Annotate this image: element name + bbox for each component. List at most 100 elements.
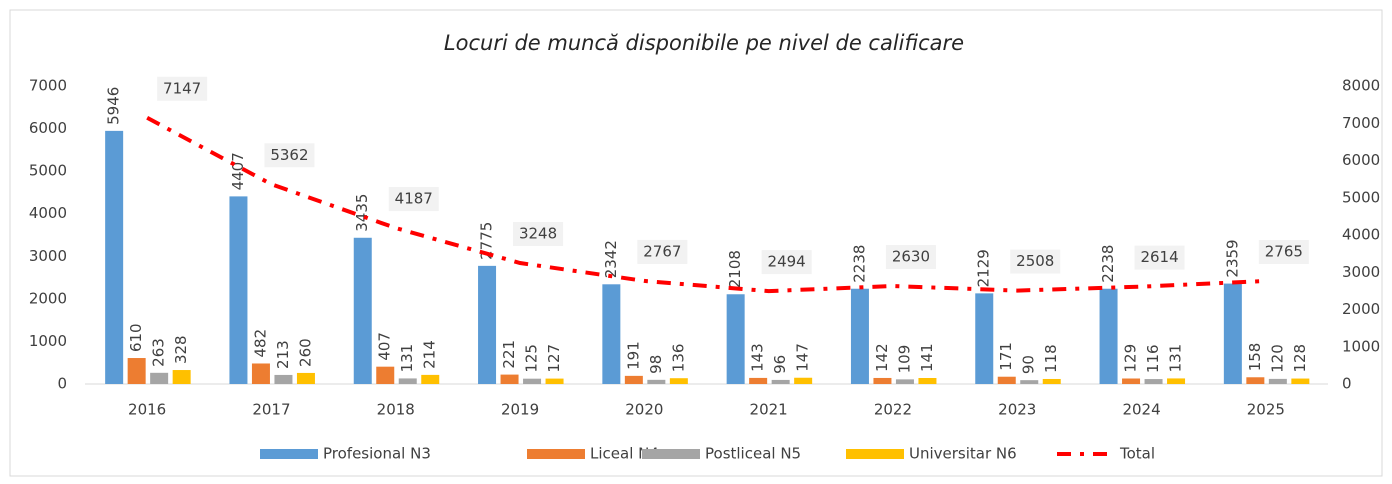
data-label: 263 [150, 338, 168, 367]
bar [105, 130, 124, 384]
data-label: 2108 [726, 250, 744, 288]
bar [850, 288, 869, 384]
bar [895, 379, 914, 384]
data-label: 2359 [1223, 239, 1241, 277]
y-tick-label: 3000 [29, 247, 67, 265]
bar [127, 358, 146, 384]
data-label: 125 [523, 344, 541, 373]
data-label: 2767 [643, 242, 681, 260]
data-label: 2630 [892, 248, 930, 266]
chart-border [9, 9, 1383, 477]
bar [1099, 288, 1118, 384]
data-label: 328 [172, 335, 190, 364]
data-label: 129 [1122, 344, 1140, 373]
bar [523, 378, 542, 384]
data-label: 131 [398, 344, 416, 373]
data-label: 2508 [1016, 252, 1054, 270]
data-label: 171 [997, 342, 1015, 371]
x-tick-label: 2017 [252, 401, 290, 419]
bar [229, 196, 248, 384]
data-label: 147 [794, 343, 812, 372]
data-label: 116 [1144, 344, 1162, 373]
data-label-box [1010, 249, 1061, 274]
data-label: 191 [624, 341, 642, 370]
data-label: 214 [421, 340, 439, 369]
bar [1122, 378, 1141, 384]
x-tick-label: 2021 [750, 401, 788, 419]
bar [1268, 378, 1287, 384]
data-label: 141 [918, 343, 936, 372]
data-label: 142 [873, 343, 891, 372]
legend-label: Profesional N3 [323, 445, 431, 463]
data-label: 3248 [519, 225, 557, 243]
data-label: 96 [771, 355, 789, 374]
legend-label: Universitar N6 [909, 445, 1017, 463]
bar [421, 374, 440, 384]
data-label-box [264, 143, 315, 168]
bar [997, 376, 1016, 384]
y2-tick-label: 3000 [1342, 263, 1380, 281]
bar [296, 372, 315, 384]
bar [398, 378, 417, 384]
data-label: 90 [1020, 355, 1038, 374]
bar [624, 375, 643, 384]
bar [873, 377, 892, 384]
data-label: 213 [274, 340, 292, 369]
y2-tick-label: 5000 [1342, 188, 1380, 206]
bar [150, 372, 169, 384]
bar [353, 237, 372, 384]
y-tick-label: 1000 [29, 332, 67, 350]
bar [1246, 377, 1265, 384]
legend-swatch [846, 449, 904, 459]
data-label: 2494 [768, 253, 806, 271]
bar [1223, 283, 1242, 384]
bar [1144, 379, 1163, 384]
bar [794, 377, 813, 384]
x-tick-label: 2016 [128, 401, 166, 419]
data-label: 2342 [602, 240, 620, 278]
data-label: 128 [1291, 344, 1309, 373]
y2-tick-label: 2000 [1342, 300, 1380, 318]
bar [1291, 378, 1310, 384]
bar [251, 363, 270, 384]
legend-swatch [642, 449, 700, 459]
chart-title: Locuri de muncă disponibile pe nivel de … [444, 31, 964, 55]
data-label: 120 [1268, 344, 1286, 373]
y-tick-label: 0 [57, 375, 67, 393]
x-tick-label: 2023 [998, 401, 1036, 419]
data-label: 2614 [1140, 248, 1178, 266]
data-label: 118 [1042, 344, 1060, 373]
y2-tick-label: 1000 [1342, 337, 1380, 355]
legend-label: Liceal N4 [590, 445, 659, 463]
bar [975, 293, 994, 384]
data-label-box [761, 250, 812, 275]
data-label: 127 [545, 344, 563, 373]
bar [771, 379, 790, 384]
bar [500, 374, 519, 384]
data-label-box [1258, 240, 1309, 265]
bar [647, 379, 666, 384]
legend-label: Postliceal N5 [705, 445, 801, 463]
bar [749, 377, 768, 384]
total-line [146, 116, 1266, 294]
legend-swatch [527, 449, 585, 459]
x-tick-label: 2024 [1122, 401, 1160, 419]
data-label: 7147 [163, 79, 201, 97]
y2-tick-label: 7000 [1342, 114, 1380, 132]
y-tick-label: 7000 [29, 77, 67, 95]
data-label: 221 [500, 340, 518, 369]
data-label-box [637, 239, 688, 264]
data-label: 3435 [353, 194, 371, 232]
data-label: 136 [669, 344, 687, 373]
data-label-box [157, 76, 208, 101]
data-label: 109 [895, 345, 913, 374]
data-label: 482 [251, 329, 269, 358]
data-label-box [388, 187, 439, 212]
data-label-box [1134, 245, 1185, 270]
x-tick-label: 2018 [377, 401, 415, 419]
data-label: 143 [749, 343, 767, 372]
data-label: 610 [127, 323, 145, 352]
data-label: 2238 [850, 245, 868, 283]
x-tick-label: 2020 [625, 401, 663, 419]
bar [1042, 378, 1061, 384]
